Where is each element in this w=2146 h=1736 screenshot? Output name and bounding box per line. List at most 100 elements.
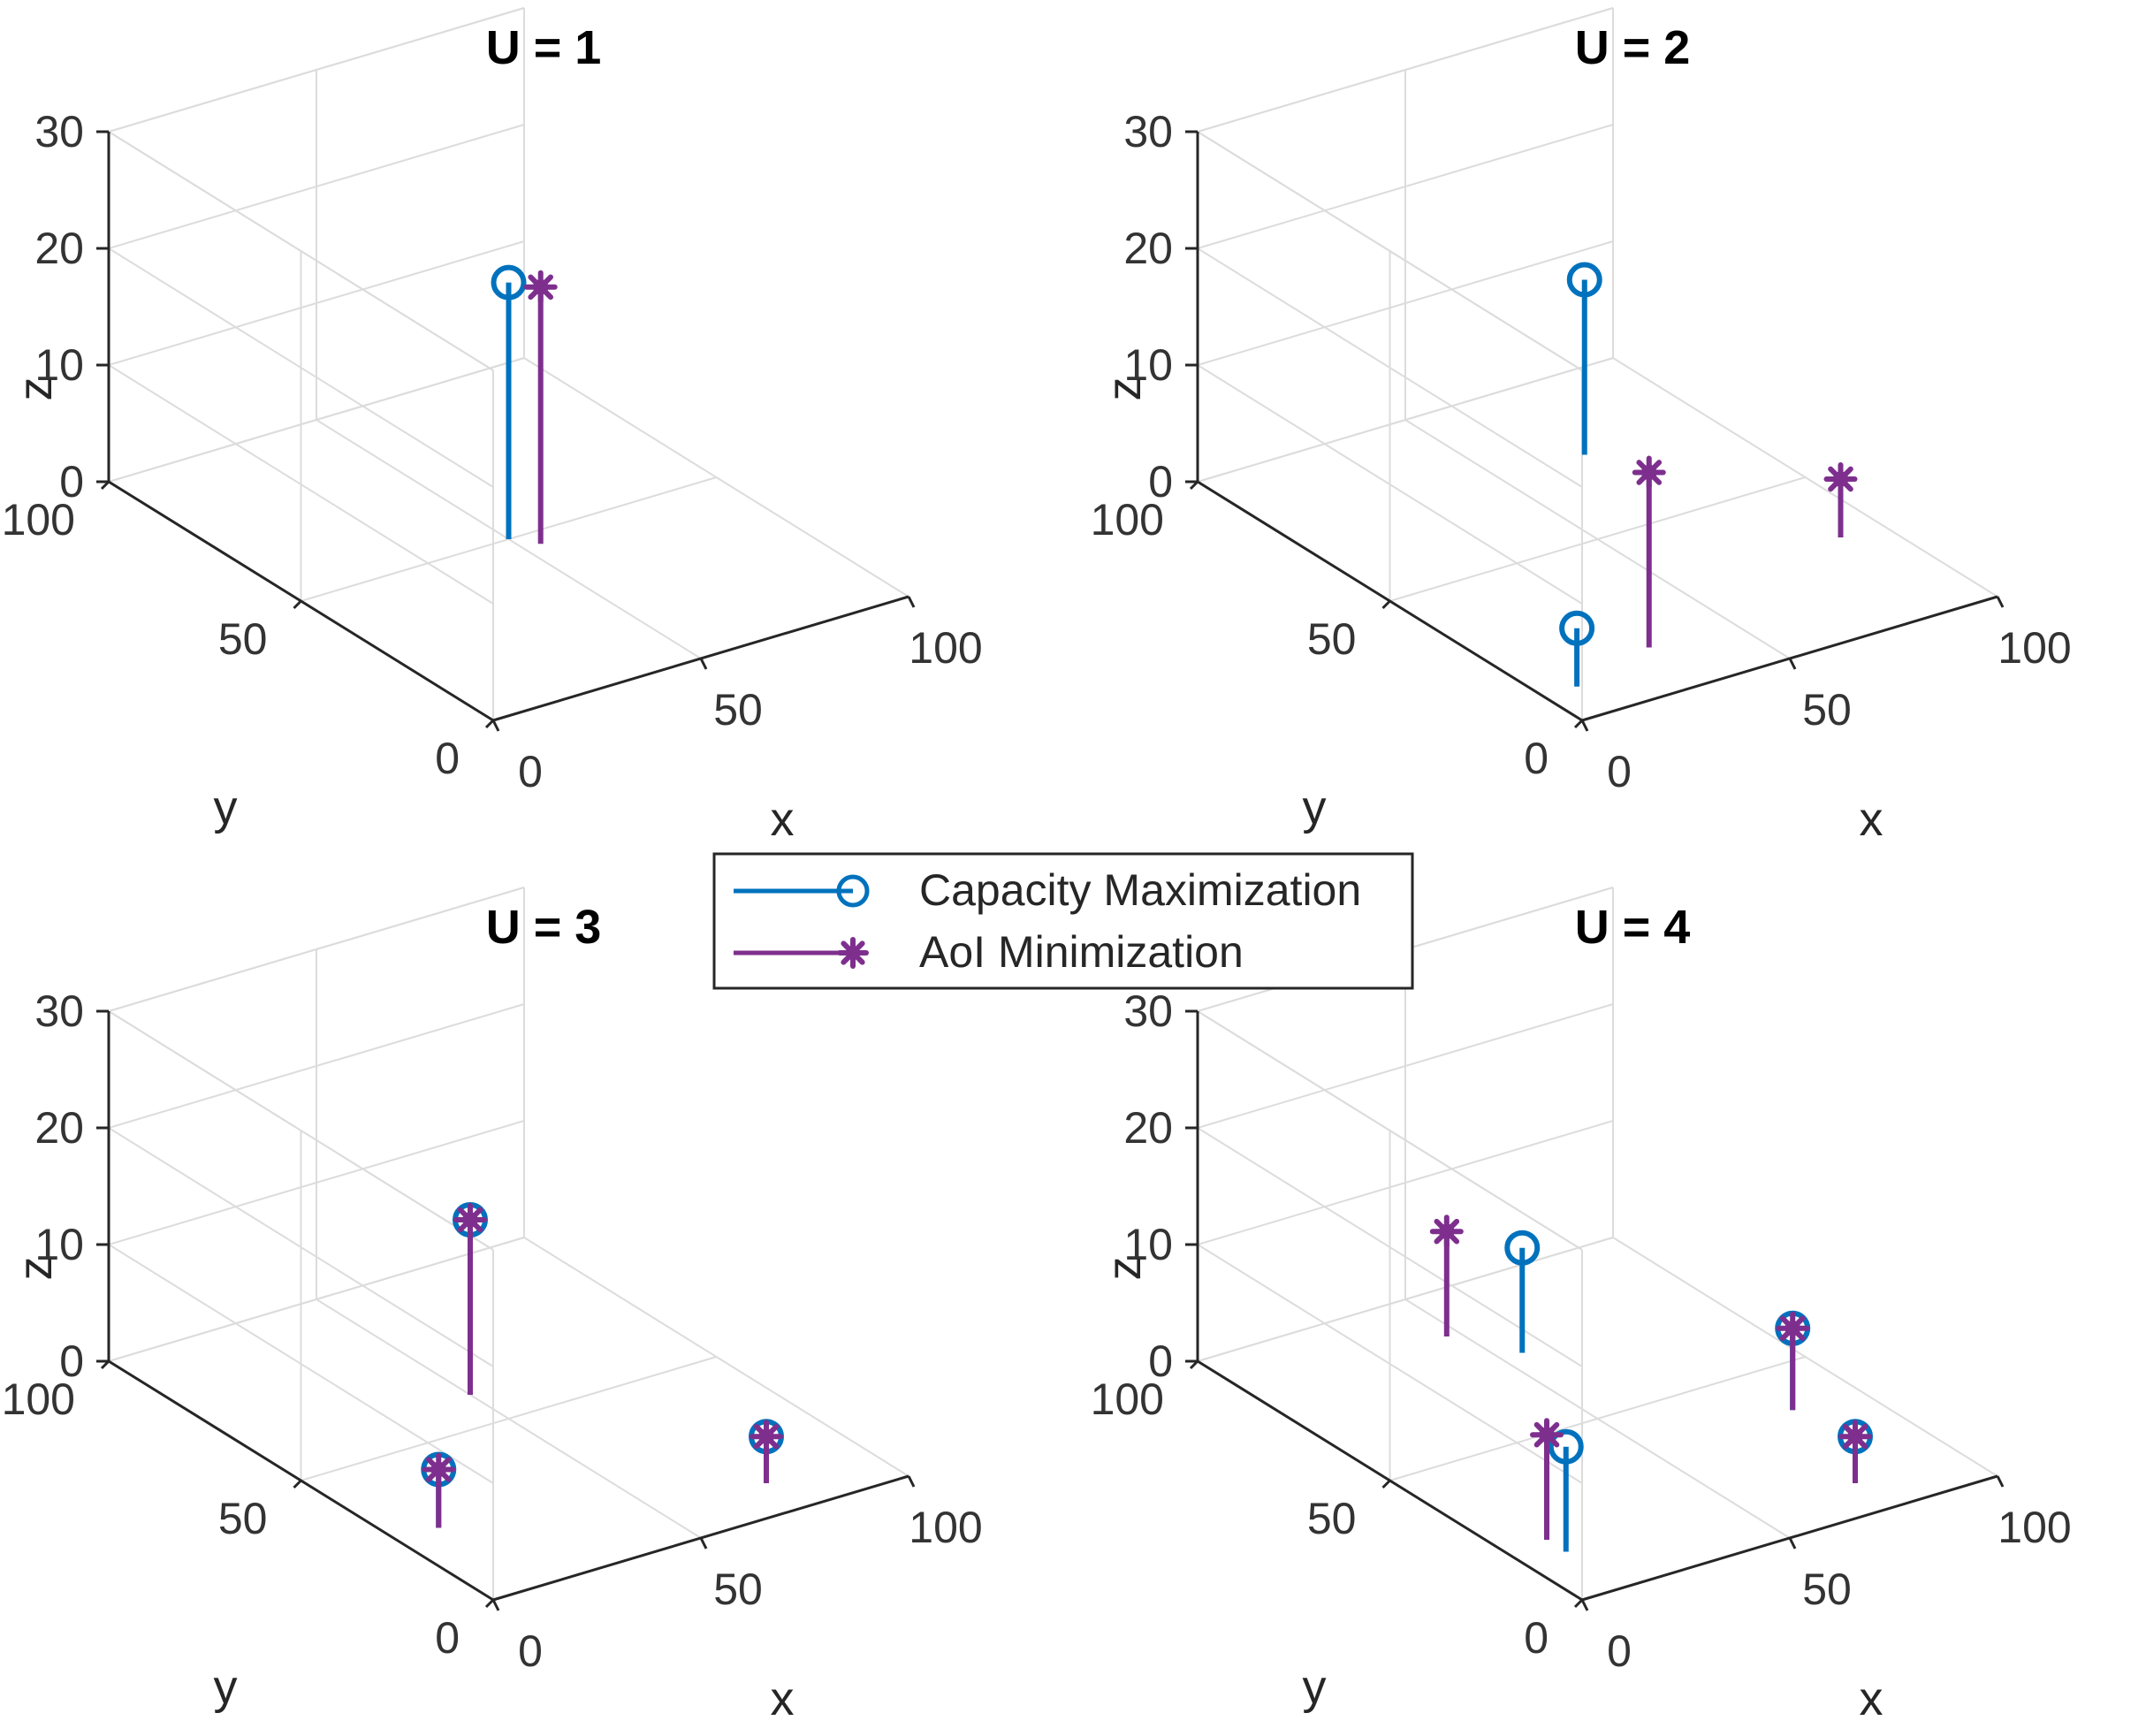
stem-marker-asterisk <box>1823 462 1858 496</box>
box-edge <box>108 7 525 133</box>
stem-marker-circle <box>1548 1428 1584 1465</box>
y-axis-label: y <box>214 781 238 834</box>
right-wall-gridline-z <box>1197 1237 1614 1362</box>
z-axis-label: z <box>9 1257 62 1281</box>
x-tick-mark <box>491 1599 500 1611</box>
y-tick-mark <box>293 599 302 610</box>
y-tick-label: 50 <box>218 1494 268 1543</box>
x-tick-mark <box>491 720 500 732</box>
z-tick-label: 0 <box>1148 457 1173 506</box>
y-tick-label: 100 <box>1091 495 1164 544</box>
left-wall-gridline-z <box>108 247 494 488</box>
legend-box <box>712 852 1414 990</box>
stems <box>1429 1214 1873 1552</box>
axes <box>1185 1009 2005 1611</box>
left-wall-gridline-z <box>1197 364 1583 605</box>
z-tick-label: 20 <box>1123 224 1173 273</box>
x-tick-label: 50 <box>713 1565 763 1614</box>
x-axis-label: x <box>771 793 795 846</box>
x-axis-label: x <box>771 1672 795 1725</box>
z-tick-label: 0 <box>59 457 84 506</box>
right-wall-gridline-z <box>108 1237 525 1362</box>
x-tick-mark <box>1580 720 1589 732</box>
y-tick-label: 0 <box>435 734 460 783</box>
y-tick-mark <box>1381 1479 1391 1489</box>
z-tick-label: 30 <box>1123 986 1173 1036</box>
y-tick-mark <box>1573 719 1584 729</box>
stem-aoi <box>1776 1311 1810 1411</box>
right-wall-gridline-z <box>1197 240 1614 366</box>
stem-capacity <box>1504 1230 1541 1353</box>
left-wall-gridline-z <box>108 1244 494 1484</box>
stem-marker-asterisk <box>1776 1311 1810 1345</box>
right-wall-gridline-z <box>108 240 525 366</box>
z-axis-label: z <box>9 377 62 401</box>
x-tick-label: 50 <box>1802 1565 1852 1614</box>
x-tick-label: 0 <box>518 747 543 796</box>
x-tick-label: 100 <box>1998 1503 2071 1552</box>
z-tick-label: 10 <box>34 340 84 390</box>
y-axis-label: y <box>1303 1661 1327 1714</box>
legend: Capacity Maximization AoI Minimization <box>712 852 1414 990</box>
y-tick-label: 50 <box>218 614 268 664</box>
stems <box>1559 262 1858 687</box>
stem-aoi <box>523 270 558 544</box>
z-tick-label: 0 <box>1148 1336 1173 1386</box>
y-tick-label: 0 <box>435 1613 460 1663</box>
x-tick-label: 50 <box>1802 685 1852 735</box>
z-tick-label: 30 <box>1123 107 1173 156</box>
left-wall-gridline-z <box>108 364 494 605</box>
right-wall-gridline-z <box>1197 1120 1614 1245</box>
legend-marker-aoi <box>837 937 869 969</box>
x-tick-mark <box>699 658 708 670</box>
stem-capacity <box>491 264 527 539</box>
y-tick-label: 0 <box>1524 1613 1549 1663</box>
z-tick-label: 30 <box>34 986 84 1036</box>
y-tick-label: 100 <box>1091 1374 1164 1424</box>
x-tick-label: 100 <box>1998 623 2071 673</box>
x-tick-label: 100 <box>909 623 982 673</box>
stem-marker-asterisk <box>1632 455 1666 490</box>
y-tick-label: 0 <box>1524 734 1549 783</box>
legend-marker-aoi-asterisk <box>837 937 869 969</box>
z-tick-label: 30 <box>34 107 84 156</box>
right-wall-gridline-z <box>1197 357 1614 483</box>
x-axis-label: x <box>1860 793 1883 846</box>
x-tick-label: 100 <box>909 1503 982 1552</box>
stem-aoi <box>422 1452 456 1528</box>
x-tick-mark <box>699 1537 708 1549</box>
z-tick-label: 10 <box>34 1220 84 1269</box>
z-axis-label: z <box>1098 1257 1151 1281</box>
stem-capacity <box>1566 262 1602 455</box>
right-wall-gridline-z <box>1197 124 1614 249</box>
x-tick-mark <box>907 596 916 608</box>
legend-marker-capacity <box>836 874 870 908</box>
stem-capacity <box>1559 610 1595 687</box>
legend-label-capacity: Capacity Maximization <box>919 865 1361 915</box>
axes <box>1185 130 2005 732</box>
y-tick-mark <box>293 1479 302 1489</box>
legend-entry-aoi: AoI Minimization <box>734 927 1244 977</box>
box-edge <box>108 887 525 1012</box>
y-tick-label: 100 <box>2 495 75 544</box>
y-tick-mark <box>484 719 495 729</box>
stem-marker-circle <box>1559 610 1595 646</box>
stem-capacity <box>1548 1428 1584 1552</box>
x-tick-mark <box>1580 1599 1589 1611</box>
legend-entry-capacity: Capacity Maximization <box>734 865 1361 915</box>
x-tick-mark <box>907 1475 916 1488</box>
x-tick-label: 0 <box>1607 1626 1632 1676</box>
stem-aoi <box>1632 455 1666 648</box>
y-tick-label: 50 <box>1307 614 1357 664</box>
stem-aoi <box>1429 1214 1464 1336</box>
y-tick-label: 50 <box>1307 1494 1357 1543</box>
box-edge <box>108 1010 494 1251</box>
subplot-title: U = 1 <box>486 21 602 74</box>
axes <box>96 130 916 732</box>
right-wall-gridline-z <box>108 357 525 483</box>
